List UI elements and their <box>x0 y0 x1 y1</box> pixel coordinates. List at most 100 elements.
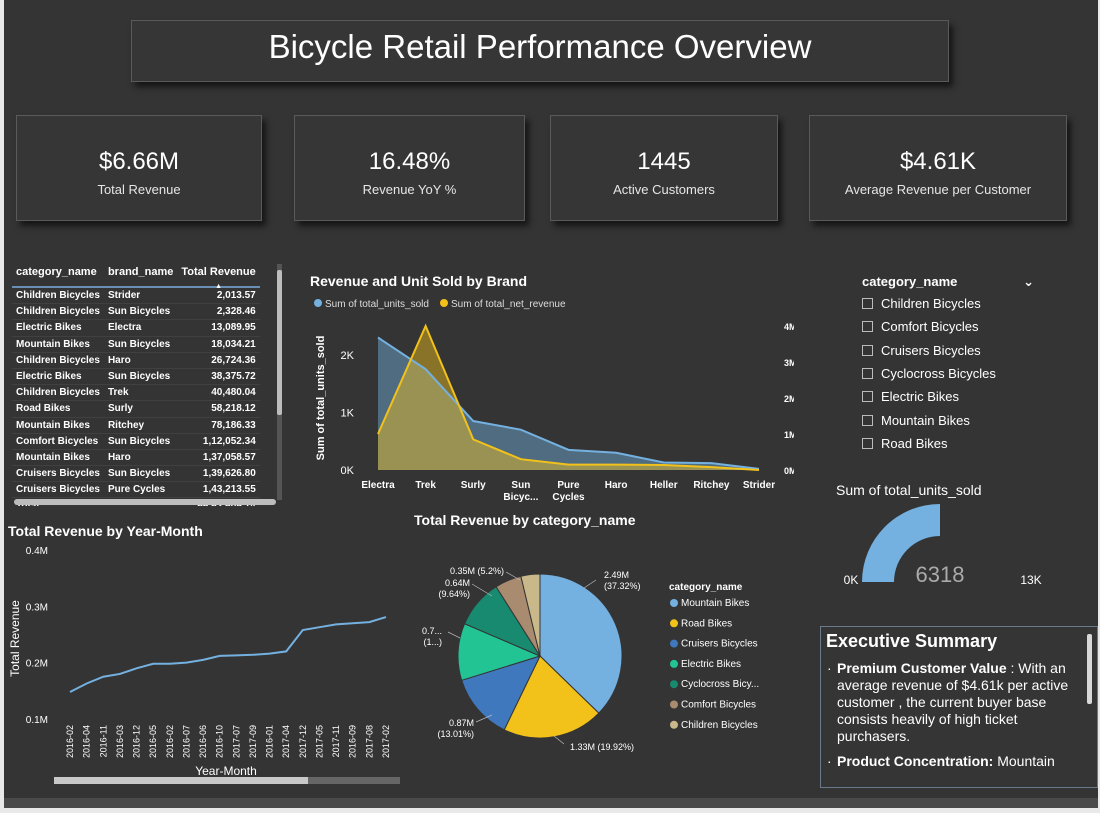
y-right-tick-label: 3M <box>784 358 794 368</box>
pie-data-label: 2.49M (37.32%) <box>604 570 641 591</box>
y-axis-title: Total Revenue <box>8 600 22 677</box>
cell-brand: Surly <box>103 400 178 418</box>
cell-category: Cruisers Bicycles <box>12 481 104 499</box>
cell-total-revenue: 26,724.36 <box>177 352 260 369</box>
cell-brand: Pure Cycles <box>103 481 178 499</box>
pie-slice-6 <box>520 573 541 657</box>
title-box: Bicycle Retail Performance Overview <box>131 20 949 82</box>
table-row[interactable]: Road Bikes Surly 58,218.12 <box>12 400 260 418</box>
y-tick-label: 0.1M <box>26 715 48 726</box>
x-tick-label: 2017-05 <box>314 725 324 758</box>
kpi-card-revenue-yoy[interactable]: 16.48% Revenue YoY % <box>294 115 525 221</box>
bullet-text: Mountain <box>993 753 1055 769</box>
header-brand-name[interactable]: brand_name <box>103 258 178 288</box>
table-row[interactable]: Cruisers Bicycles Pure Cycles 1,43,213.55 <box>12 481 260 499</box>
cell-total-revenue: 40,480.04 <box>177 384 260 402</box>
page-title: Bicycle Retail Performance Overview <box>268 28 812 65</box>
revenue-table[interactable]: category_name brand_name Total Revenue ▲… <box>12 258 284 506</box>
cell-category: Mountain Bikes <box>12 417 104 434</box>
executive-summary-panel[interactable]: Executive Summary · Premium Customer Val… <box>820 626 1098 788</box>
gauge-fill-arc <box>862 504 940 582</box>
checkbox-icon[interactable] <box>862 437 873 449</box>
units-sold-gauge[interactable]: 6318 0K 13K <box>824 500 1074 590</box>
slicer-item[interactable]: Mountain Bikes <box>862 408 1042 431</box>
x-tick-label: 2016-10 <box>215 725 225 758</box>
y-right-tick-label: 4M <box>784 322 794 332</box>
table-row[interactable]: Electric Bikes Sun Bicycles 38,375.72 <box>12 368 260 386</box>
slicer-item[interactable]: Electric Bikes <box>862 385 1042 408</box>
table-row[interactable]: Mountain Bikes Sun Bicycles 18,034.21 <box>12 336 260 353</box>
pie-legend-title: category_name <box>669 582 743 593</box>
category-slicer[interactable]: category_name ⌄ Children Bicycles Comfort… <box>862 274 1042 455</box>
cell-total-revenue: 2,328.46 <box>177 303 260 321</box>
pie-leader-line <box>505 571 521 581</box>
kpi-label: Average Revenue per Customer <box>844 182 1032 197</box>
line-chart[interactable]: 0.1M 0.2M 0.3M 0.4M Total Revenue 2016-02 2016… <box>4 540 404 785</box>
header-total-revenue[interactable]: Total Revenue ▲ <box>177 258 260 290</box>
pie-slice-0 <box>539 573 623 714</box>
x-tick-label: Ritchey <box>693 480 730 491</box>
cell-category: Cruisers Bicycles <box>12 465 104 483</box>
legend-label: Sum of total_net_revenue <box>451 299 566 310</box>
table-row[interactable]: Children Bicycles Haro 26,724.36 <box>12 352 260 369</box>
legend-label: Sum of total_units_sold <box>325 299 429 310</box>
pie-legend-marker <box>670 720 678 729</box>
table-row[interactable]: Mountain Bikes Ritchey 78,186.33 <box>12 417 260 434</box>
table-horizontal-scrollbar[interactable] <box>14 499 276 505</box>
table-vertical-scrollbar-thumb[interactable] <box>277 270 282 415</box>
table-row[interactable]: Mountain Bikes Haro 1,37,058.57 <box>12 449 260 467</box>
cell-category: Children Bicycles <box>12 303 104 321</box>
bullet-text: : With an average revenue of $4.61k per … <box>837 660 1069 744</box>
checkbox-icon[interactable] <box>862 391 873 403</box>
kpi-label: Active Customers <box>613 182 715 197</box>
slicer-item-label: Cruisers Bicycles <box>881 342 981 358</box>
header-category-name[interactable]: category_name <box>12 258 104 288</box>
checkbox-icon[interactable] <box>862 368 873 380</box>
slicer-item-label: Comfort Bicycles <box>881 319 979 335</box>
kpi-card-total-revenue[interactable]: $6.66M Total Revenue <box>16 115 262 221</box>
series-area-1 <box>378 326 759 470</box>
checkbox-icon[interactable] <box>862 414 873 426</box>
x-tick-label: Haro <box>605 480 628 491</box>
summary-scrollbar[interactable] <box>1087 634 1092 704</box>
x-tick-label: Heller <box>650 480 678 491</box>
pie-leader-line <box>583 579 597 589</box>
pie-data-label: 1.33M (19.92%) <box>570 742 634 752</box>
table-row[interactable]: Children Bicycles Trek 40,480.04 <box>12 384 260 402</box>
x-tick-label: Electra <box>361 480 395 491</box>
cell-category: Children Bicycles <box>12 384 104 402</box>
kpi-card-avg-revenue-per-customer[interactable]: $4.61K Average Revenue per Customer <box>809 115 1067 221</box>
sort-ascending-icon[interactable]: ▲ <box>215 283 223 290</box>
slicer-item[interactable]: Cyclocross Bicycles <box>862 362 1042 385</box>
checkbox-icon[interactable] <box>862 321 873 333</box>
chevron-down-icon[interactable]: ⌄ <box>1023 274 1034 289</box>
checkbox-icon[interactable] <box>862 298 873 310</box>
pie-chart[interactable]: 2.49M (37.32%) 1.33M (19.92%) 0.87M (13.01%)… <box>404 540 804 780</box>
bullet-heading: Product Concentration: <box>837 753 994 769</box>
x-tick-label: Pure Cycles <box>552 480 585 503</box>
cell-category: Mountain Bikes <box>12 449 104 467</box>
slicer-item[interactable]: Road Bikes <box>862 432 1042 455</box>
cell-total-revenue: 18,034.21 <box>177 336 260 353</box>
x-tick-label: 2017-11 <box>331 725 341 757</box>
y-left-axis-title: Sum of total_units_sold <box>315 336 327 461</box>
table-row[interactable]: Cruisers Bicycles Sun Bicycles 1,39,626.80 <box>12 465 260 483</box>
pie-legend-label: Electric Bikes <box>681 659 741 670</box>
slicer-item[interactable]: Cruisers Bicycles <box>862 339 1042 362</box>
table-row[interactable]: Electric Bikes Electra 13,089.95 <box>12 319 260 337</box>
x-tick-label: 2016-01 <box>265 725 275 758</box>
table-row[interactable]: Children Bicycles Strider 2,013.57 <box>12 287 260 305</box>
slicer-item[interactable]: Children Bicycles <box>862 292 1042 315</box>
checkbox-icon[interactable] <box>862 344 873 356</box>
cell-total-revenue: 1,39,626.80 <box>177 465 260 483</box>
cell-category: Electric Bikes <box>12 368 104 386</box>
cell-category: Comfort Bicycles <box>12 433 104 450</box>
area-chart[interactable]: Sum of total_units_sold Sum of total_net_… <box>304 292 794 507</box>
kpi-card-active-customers[interactable]: 1445 Active Customers <box>550 115 778 221</box>
table-row[interactable]: Children Bicycles Sun Bicycles 2,328.46 <box>12 303 260 321</box>
slicer-item[interactable]: Comfort Bicycles <box>862 315 1042 338</box>
dashboard-page: Bicycle Retail Performance Overview $6.6… <box>4 0 1098 808</box>
summary-bullet: · Product Concentration: Mountain <box>827 753 1055 769</box>
table-row[interactable]: Comfort Bicycles Sun Bicycles 1,12,052.34 <box>12 433 260 450</box>
cell-category: Children Bicycles <box>12 352 104 369</box>
